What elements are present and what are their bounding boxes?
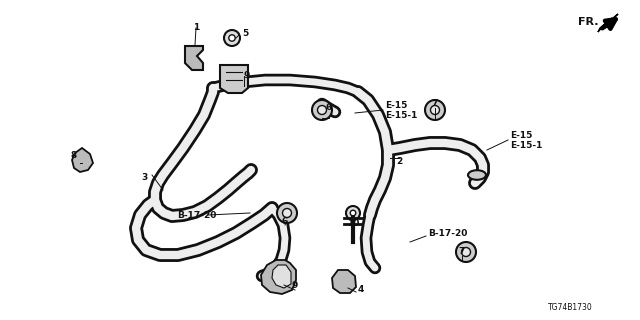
Text: 1: 1 [193, 23, 199, 33]
Circle shape [312, 100, 332, 120]
Polygon shape [332, 270, 356, 293]
Text: FR.: FR. [578, 17, 598, 27]
Polygon shape [185, 46, 203, 70]
Text: 6: 6 [326, 103, 332, 113]
Circle shape [224, 30, 240, 46]
Text: E-15: E-15 [510, 131, 532, 140]
Text: B-17-20: B-17-20 [428, 229, 467, 238]
Circle shape [456, 242, 476, 262]
Circle shape [431, 106, 440, 115]
Circle shape [350, 210, 356, 216]
Text: 6: 6 [282, 218, 288, 227]
Text: E-15: E-15 [385, 100, 408, 109]
Circle shape [461, 247, 470, 257]
Text: 9: 9 [292, 281, 298, 290]
Circle shape [425, 100, 445, 120]
Text: 9: 9 [244, 71, 250, 81]
Text: 7: 7 [432, 99, 438, 108]
Text: 2: 2 [396, 157, 402, 166]
Text: 7: 7 [459, 247, 465, 257]
Circle shape [229, 35, 236, 41]
Ellipse shape [468, 170, 486, 180]
Text: 5: 5 [242, 28, 248, 37]
Text: B-17-20: B-17-20 [177, 211, 217, 220]
Polygon shape [72, 148, 93, 172]
Circle shape [346, 206, 360, 220]
Text: 3: 3 [141, 173, 148, 182]
Circle shape [282, 209, 291, 218]
Circle shape [277, 203, 297, 223]
Polygon shape [220, 65, 248, 93]
Text: TG74B1730: TG74B1730 [548, 303, 593, 313]
Circle shape [317, 106, 326, 115]
Text: E-15-1: E-15-1 [510, 141, 542, 150]
Polygon shape [598, 14, 618, 32]
Polygon shape [261, 260, 296, 294]
Text: 8: 8 [71, 150, 77, 159]
Text: E-15-1: E-15-1 [385, 111, 417, 121]
Text: 4: 4 [358, 285, 364, 294]
Polygon shape [272, 265, 291, 288]
Text: 10: 10 [347, 220, 359, 228]
